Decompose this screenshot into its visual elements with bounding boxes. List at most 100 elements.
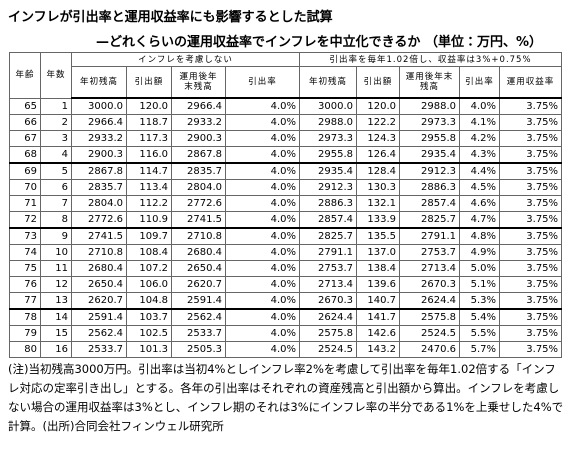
table-row: 73 9 2741.5 109.7 2710.8 4.0% 2825.7 135.5 2791.… (9, 227, 563, 245)
table-cell: 126.4 (356, 146, 400, 164)
table-cell: 5.1% (459, 276, 500, 293)
table-cell: 5.4% (459, 308, 500, 326)
table-cell: 75 (9, 260, 41, 277)
table-cell: 2900.3 (71, 146, 127, 164)
table-cell: 4.0% (225, 97, 300, 115)
table-cell: 2710.8 (71, 244, 127, 261)
table-cell: 4.3% (459, 146, 500, 164)
table-cell: 110.9 (126, 211, 172, 229)
table-cell: 114.7 (126, 162, 172, 180)
table-cell: 3 (40, 130, 72, 147)
table-cell: 2973.3 (299, 130, 357, 147)
table-cell: 2753.7 (299, 260, 357, 277)
table-cell: 4.1% (459, 114, 500, 131)
table-cell: 3.75% (498, 211, 563, 229)
table-cell: 113.4 (126, 179, 172, 196)
table-cell: 2935.4 (399, 146, 460, 164)
table-cell: 76 (9, 276, 41, 293)
table-cell: 69 (9, 162, 41, 180)
table-cell: 2835.7 (71, 179, 127, 196)
table-cell: 3000.0 (71, 97, 127, 115)
table-cell: 2713.4 (399, 260, 460, 277)
table-cell: 4.0% (459, 97, 500, 115)
table-cell: 120.0 (126, 97, 172, 115)
subtitle: —どれくらいの運用収益率でインフレを中立化できるか (96, 35, 421, 50)
table-cell: 2620.7 (171, 276, 226, 293)
table-cell: 117.3 (126, 130, 172, 147)
table-cell: 2886.3 (299, 195, 357, 212)
table-cell: 2804.0 (71, 195, 127, 212)
table-cell: 3.75% (498, 146, 563, 164)
table-cell: 3.75% (498, 179, 563, 196)
table-cell: 4.0% (225, 292, 300, 310)
table-cell: 132.1 (356, 195, 400, 212)
table-cell: 66 (9, 114, 41, 131)
table-cell: 2591.4 (71, 308, 127, 326)
table-cell: 4.5% (459, 179, 500, 196)
table-row: 71 7 2804.0 112.2 2772.6 4.0% 2886.3 132.1 2857.… (9, 195, 563, 212)
table-cell: 4.0% (225, 130, 300, 147)
table-cell: 5.3% (459, 292, 500, 310)
table-cell: 3.75% (498, 292, 563, 310)
table-cell: 2710.8 (171, 227, 226, 245)
table-cell: 2900.3 (171, 130, 226, 147)
table-cell: 122.2 (356, 114, 400, 131)
table-body: 65 1 3000.0 120.0 2966.4 4.0% 3000.0 120.0 2988.… (9, 97, 563, 358)
table-row: 68 4 2900.3 116.0 2867.8 4.0% 2955.8 126.4 2935.… (9, 146, 563, 164)
table-cell: 2562.4 (171, 308, 226, 326)
table-cell: 5.0% (459, 260, 500, 277)
group-header: インフレを考慮しない (71, 52, 300, 67)
table-cell: 4.0% (225, 341, 300, 358)
table-cell: 2 (40, 114, 72, 131)
table-cell: 14 (40, 308, 72, 326)
table-cell: 2933.2 (171, 114, 226, 131)
table-row: 80 16 2533.7 101.3 2505.3 4.0% 2524.5 143.2 2470… (9, 341, 563, 358)
header-cell: 年数 (40, 52, 72, 99)
table-row: 77 13 2620.7 104.8 2591.4 4.0% 2670.3 140.7 2624… (9, 292, 563, 310)
table-cell: 73 (9, 227, 41, 245)
table-row: 66 2 2966.4 118.7 2933.2 4.0% 2988.0 122.2 2973.… (9, 114, 563, 131)
table-cell: 2973.3 (399, 114, 460, 131)
table-cell: 102.5 (126, 325, 172, 342)
header-cell: 引出率 (459, 66, 500, 99)
table-cell: 2857.4 (399, 195, 460, 212)
table-cell: 3.75% (498, 195, 563, 212)
table-cell: 124.3 (356, 130, 400, 147)
header-row: 年齢 年数 インフレを考慮しない 引出率を毎年1.02倍し、収益率は3%+0.7… (9, 52, 563, 99)
header-cell: 年初残高 (299, 66, 357, 99)
table-cell: 116.0 (126, 146, 172, 164)
table-cell: 4.0% (225, 146, 300, 164)
table-row: 79 15 2562.4 102.5 2533.7 4.0% 2575.8 142.6 2524… (9, 325, 563, 342)
table-cell: 2988.0 (299, 114, 357, 131)
table-row: 76 12 2650.4 106.0 2620.7 4.0% 2713.4 139.6 2670… (9, 276, 563, 293)
table-cell: 2966.4 (71, 114, 127, 131)
table-row: 72 8 2772.6 110.9 2741.5 4.0% 2857.4 133.9 2825.… (9, 211, 563, 229)
table-cell: 6 (40, 179, 72, 196)
table-cell: 77 (9, 292, 41, 310)
header-cell: 引出額 (126, 66, 172, 99)
table-cell: 128.4 (356, 162, 400, 180)
table-cell: 4.6% (459, 195, 500, 212)
table-row: 67 3 2933.2 117.3 2900.3 4.0% 2973.3 124.3 2955.… (9, 130, 563, 147)
table-cell: 16 (40, 341, 72, 358)
table-cell: 2825.7 (399, 211, 460, 229)
table-cell: 2533.7 (71, 341, 127, 358)
table-cell: 3.75% (498, 308, 563, 326)
table-cell: 4.2% (459, 130, 500, 147)
table-cell: 70 (9, 179, 41, 196)
table-cell: 7 (40, 195, 72, 212)
table-row: 74 10 2710.8 108.4 2680.4 4.0% 2791.1 137.0 2753… (9, 244, 563, 261)
table-cell: 2533.7 (171, 325, 226, 342)
table-cell: 3.75% (498, 162, 563, 180)
table-cell: 4.0% (225, 227, 300, 245)
table-cell: 74 (9, 244, 41, 261)
table-cell: 101.3 (126, 341, 172, 358)
table-cell: 13 (40, 292, 72, 310)
table-cell: 4.7% (459, 211, 500, 229)
table-cell: 2835.7 (171, 162, 226, 180)
unit-label: （単位：万円、%） (425, 35, 543, 50)
table-cell: 142.6 (356, 325, 400, 342)
table-cell: 2650.4 (71, 276, 127, 293)
table-cell: 2753.7 (399, 244, 460, 261)
table-cell: 3.75% (498, 130, 563, 147)
